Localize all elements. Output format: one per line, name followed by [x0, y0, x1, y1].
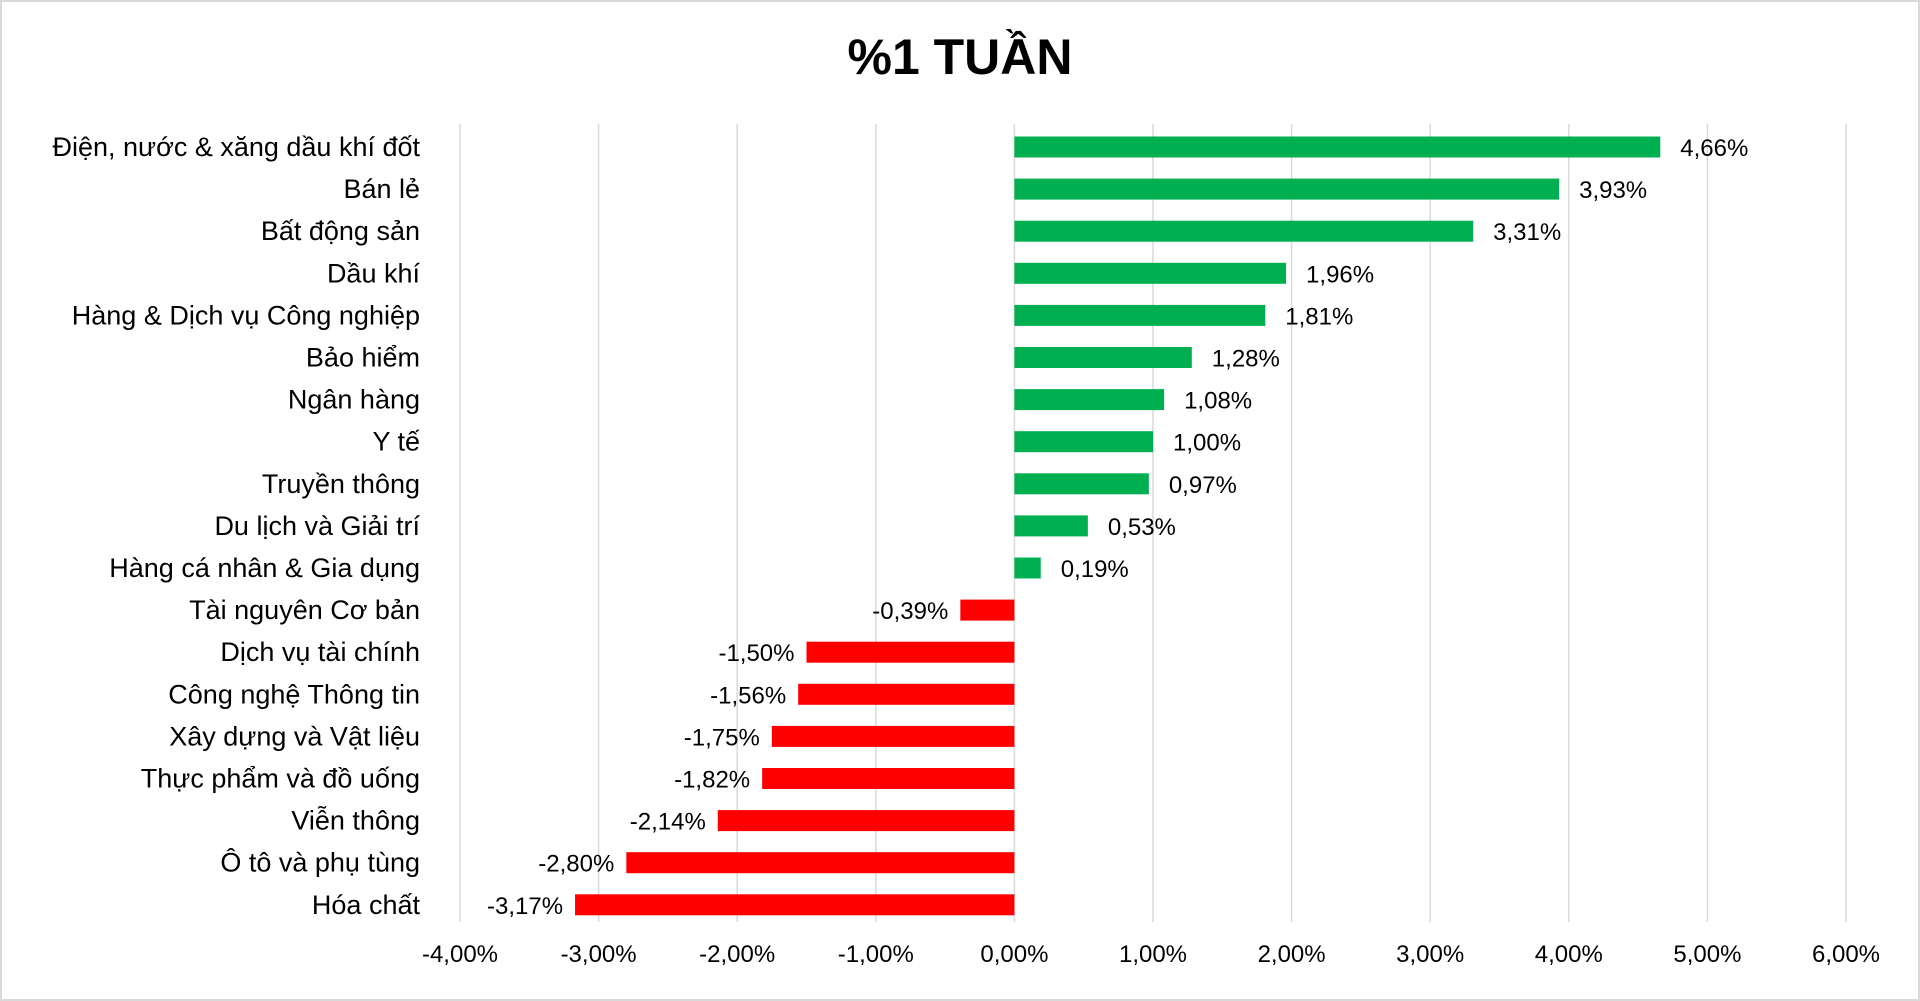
category-label: Viễn thông — [291, 805, 420, 836]
category-labels: Điện, nước & xăng dầu khí đốt Bán lẻ Bất đ… — [53, 132, 421, 920]
category-label: Công nghệ Thông tin — [168, 679, 420, 709]
bar — [1014, 136, 1661, 158]
chart-title: %1 TUẦN — [847, 29, 1072, 85]
x-tick-label: 2,00% — [1258, 941, 1326, 968]
data-label: 1,81% — [1285, 303, 1353, 330]
data-label: -1,50% — [718, 640, 794, 667]
category-label: Điện, nước & xăng dầu khí đốt — [53, 132, 421, 162]
category-label: Y tế — [372, 427, 420, 457]
gridlines — [459, 124, 1847, 922]
category-label: Dầu khí — [327, 258, 421, 288]
bar — [626, 852, 1015, 874]
bars — [575, 136, 1661, 916]
data-label: 1,00% — [1173, 430, 1241, 457]
x-tick-label: 3,00% — [1396, 941, 1464, 968]
x-tick-label: -4,00% — [422, 941, 498, 968]
bar — [1014, 389, 1165, 411]
bar — [1014, 262, 1287, 284]
category-label: Thực phẩm và đồ uống — [141, 764, 420, 794]
bar — [1014, 220, 1474, 242]
data-label: -3,17% — [487, 893, 563, 920]
category-label: Tài nguyên Cơ bản — [189, 595, 420, 625]
bar — [1014, 178, 1560, 200]
bar — [1014, 304, 1266, 326]
data-label: 0,97% — [1169, 472, 1237, 499]
x-axis-ticks: -4,00% -3,00% -2,00% -1,00% 0,00% 1,00% 2,00% 3… — [422, 941, 1880, 968]
bar — [1014, 515, 1088, 537]
data-label: -2,80% — [538, 851, 614, 878]
data-label: 4,66% — [1680, 135, 1748, 162]
category-label: Ô tô và phụ tùng — [220, 847, 420, 878]
x-tick-label: 5,00% — [1673, 941, 1741, 968]
x-tick-label: 6,00% — [1812, 941, 1880, 968]
x-tick-label: -2,00% — [699, 941, 775, 968]
data-label: -2,14% — [630, 809, 706, 836]
bar — [771, 725, 1015, 747]
category-label: Bán lẻ — [343, 174, 420, 204]
data-label: 3,93% — [1579, 177, 1647, 204]
category-label: Bất động sản — [261, 216, 420, 246]
x-tick-label: -1,00% — [838, 941, 914, 968]
category-label: Hóa chất — [312, 890, 421, 920]
category-label: Ngân hàng — [288, 385, 420, 415]
data-label: 1,08% — [1184, 388, 1252, 415]
category-label: Hàng cá nhân & Gia dụng — [109, 553, 420, 583]
x-tick-label: -3,00% — [561, 941, 637, 968]
bar — [1014, 473, 1149, 495]
category-label: Xây dựng và Vật liệu — [169, 721, 420, 751]
data-label: 0,53% — [1108, 514, 1176, 541]
category-label: Dịch vụ tài chính — [220, 637, 420, 667]
bar — [717, 810, 1015, 832]
bar — [1014, 431, 1153, 453]
data-label: 1,96% — [1306, 261, 1374, 288]
data-label: 1,28% — [1212, 346, 1280, 373]
data-label: 3,31% — [1493, 219, 1561, 246]
data-label: -1,75% — [684, 724, 760, 751]
x-tick-label: 4,00% — [1535, 941, 1603, 968]
category-label: Bảo hiểm — [306, 343, 420, 373]
category-label: Hàng & Dịch vụ Công nghiệp — [72, 300, 420, 330]
x-tick-label: 0,00% — [980, 941, 1048, 968]
data-label: 0,19% — [1061, 556, 1129, 583]
bar — [1014, 347, 1192, 368]
data-labels: 4,66% 3,93% 3,31% 1,96% 1,81%1,28% 1,08% 1,00%… — [487, 135, 1748, 920]
data-label: -1,56% — [710, 682, 786, 709]
bar — [575, 894, 1015, 916]
bar — [762, 768, 1015, 789]
data-label: -0,39% — [872, 598, 948, 625]
x-tick-label: 1,00% — [1119, 941, 1187, 968]
category-label: Du lịch và Giải trí — [214, 511, 420, 541]
data-label: -1,82% — [674, 767, 750, 794]
bar — [806, 641, 1015, 663]
bar — [798, 683, 1015, 705]
bar — [960, 599, 1015, 621]
bar — [1014, 557, 1041, 579]
category-label: Truyền thông — [262, 469, 420, 499]
